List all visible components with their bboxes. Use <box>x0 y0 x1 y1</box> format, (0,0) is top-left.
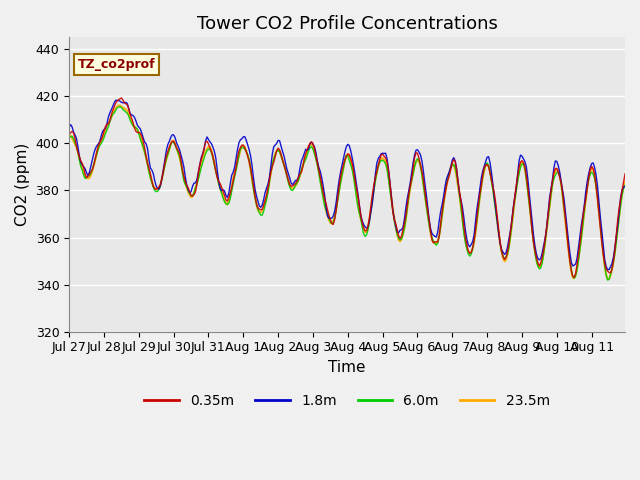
Title: Tower CO2 Profile Concentrations: Tower CO2 Profile Concentrations <box>196 15 497 33</box>
6.0m <box>620 186 627 192</box>
23.5m <box>116 103 124 108</box>
Line: 0.35m: 0.35m <box>69 98 625 277</box>
6.0m <box>84 173 92 179</box>
23.5m <box>546 203 554 209</box>
0.35m <box>84 173 92 179</box>
6.0m <box>65 135 73 141</box>
0.35m <box>102 123 109 129</box>
1.8m <box>353 182 360 188</box>
1.8m <box>605 267 613 273</box>
6.0m <box>604 277 611 283</box>
1.8m <box>620 184 627 190</box>
1.8m <box>84 173 92 179</box>
6.0m <box>116 104 124 109</box>
0.35m <box>65 131 73 137</box>
23.5m <box>84 176 92 181</box>
Text: TZ_co2prof: TZ_co2prof <box>77 58 155 71</box>
6.0m <box>546 204 554 209</box>
23.5m <box>463 244 470 250</box>
6.0m <box>102 131 109 136</box>
0.35m <box>570 275 578 280</box>
Line: 6.0m: 6.0m <box>69 107 625 280</box>
23.5m <box>605 276 613 282</box>
1.8m <box>112 97 120 103</box>
1.8m <box>546 195 554 201</box>
Line: 1.8m: 1.8m <box>69 100 625 270</box>
6.0m <box>463 246 470 252</box>
0.35m <box>118 95 125 101</box>
X-axis label: Time: Time <box>328 360 366 375</box>
23.5m <box>65 132 73 137</box>
Y-axis label: CO2 (ppm): CO2 (ppm) <box>15 143 30 226</box>
0.35m <box>620 179 627 184</box>
1.8m <box>621 183 629 189</box>
Line: 23.5m: 23.5m <box>69 106 625 279</box>
23.5m <box>102 128 109 134</box>
23.5m <box>620 183 627 189</box>
0.35m <box>546 199 554 205</box>
Legend: 0.35m, 1.8m, 6.0m, 23.5m: 0.35m, 1.8m, 6.0m, 23.5m <box>139 389 556 414</box>
6.0m <box>621 182 629 188</box>
6.0m <box>353 195 360 201</box>
1.8m <box>65 124 73 130</box>
1.8m <box>102 126 109 132</box>
0.35m <box>353 185 360 191</box>
0.35m <box>621 171 629 177</box>
23.5m <box>621 179 629 184</box>
1.8m <box>463 236 470 242</box>
23.5m <box>353 191 360 197</box>
0.35m <box>463 242 470 248</box>
